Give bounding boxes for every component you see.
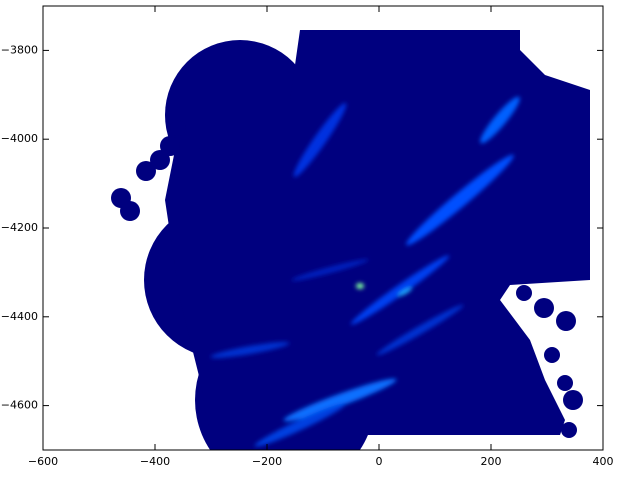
x-tick-label: −400 <box>140 455 170 468</box>
y-tick-label: −4200 <box>1 221 38 234</box>
y-tick-label: −4600 <box>1 399 38 412</box>
y-tick-label: −4000 <box>1 132 38 145</box>
x-tick-label: 400 <box>593 455 614 468</box>
x-tick-label: −200 <box>252 455 282 468</box>
x-tick-label: 200 <box>481 455 502 468</box>
y-tick-label: −4400 <box>1 310 38 323</box>
x-tick-label: −600 <box>28 455 58 468</box>
y-tick-label: −3800 <box>1 43 38 56</box>
radar-image <box>111 30 590 450</box>
x-tick-label: 0 <box>376 455 383 468</box>
